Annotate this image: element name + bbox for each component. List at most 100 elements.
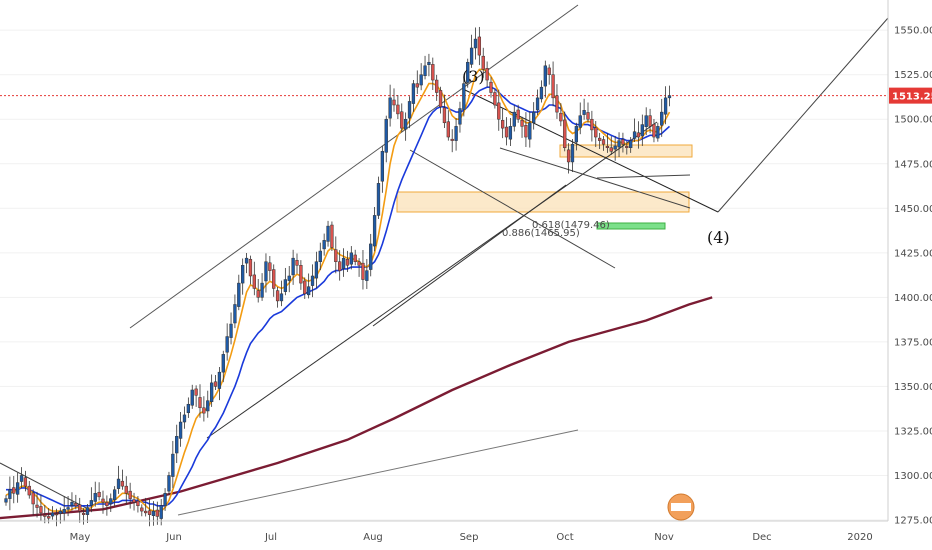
candle-body (66, 507, 70, 510)
candle-body (497, 102, 501, 120)
trendlines (0, 4, 889, 516)
candle-body (524, 125, 528, 138)
candle-body (264, 261, 268, 282)
x-tick-label: Dec (752, 532, 771, 543)
candle-body (93, 493, 97, 502)
candle-body (54, 513, 59, 516)
candle-body (144, 510, 148, 514)
y-tick-label: 1425.00 (894, 248, 932, 259)
candle-body (237, 282, 241, 307)
candle-body (221, 354, 225, 373)
trendline (596, 174, 691, 179)
ma-20 (5, 68, 671, 512)
trendline (717, 17, 889, 213)
candle-body (392, 99, 396, 106)
candle-body (78, 504, 82, 512)
candle-body (365, 270, 369, 281)
candle-body (12, 487, 16, 494)
candle-body (601, 139, 606, 145)
candle-body (35, 504, 39, 508)
candle-body (209, 382, 214, 402)
candle-body (578, 115, 582, 128)
candle-body (535, 97, 540, 111)
candle-body (268, 262, 272, 271)
candle-body (279, 293, 284, 302)
support-resistance-zones (396, 144, 693, 230)
candle-body (551, 74, 555, 99)
y-tick-label: 1325.00 (894, 426, 932, 437)
candle-body (233, 304, 237, 324)
candle-body (299, 265, 303, 284)
candle-body (539, 86, 544, 100)
wave-3-label: (3) (462, 67, 485, 86)
candle-body (532, 111, 536, 124)
candle-body (563, 119, 567, 148)
price-zone (559, 144, 693, 158)
x-tick-label: Jun (165, 532, 182, 543)
x-tick-label: 2020 (847, 532, 872, 543)
fib-886-label: 0.886(1465.95) (502, 228, 580, 239)
candle-body (400, 111, 404, 129)
candle-body (644, 115, 648, 127)
candle-body (473, 38, 478, 49)
candle-body (50, 512, 55, 517)
candle-body (500, 120, 505, 129)
candle-body (663, 97, 668, 115)
ma-200 (0, 296, 713, 520)
candle-body (62, 509, 66, 514)
candle-body (272, 269, 276, 289)
candle-body (194, 388, 198, 396)
candle-body (574, 126, 579, 143)
y-tick-label: 1550.00 (894, 26, 932, 37)
candle-body (384, 118, 388, 153)
candle-body (508, 126, 513, 140)
trendline (499, 147, 691, 209)
candle-body (260, 282, 264, 298)
candle-body (481, 55, 485, 70)
candle-body (330, 224, 334, 248)
candle-body (419, 74, 423, 86)
candle-body (140, 507, 144, 512)
candle-body (582, 110, 586, 115)
x-tick-label: Aug (363, 532, 383, 543)
candle-body (163, 493, 167, 507)
trendline (0, 462, 91, 511)
candle-body (326, 225, 330, 242)
candle-body (376, 183, 381, 216)
candle-body (345, 258, 350, 266)
candle-body (504, 126, 509, 138)
candle-body (151, 510, 156, 516)
candle-body (58, 510, 62, 514)
candle-body (256, 290, 260, 298)
candle-body (555, 95, 559, 113)
candle-body (597, 137, 602, 141)
candle-body (586, 112, 590, 120)
ma-50 (6, 86, 671, 507)
candle-body (520, 120, 524, 127)
candle-body (613, 145, 617, 150)
flag-logo-stripe (671, 503, 691, 511)
candle-body (31, 492, 35, 505)
candle-body (206, 400, 210, 412)
trendline (372, 184, 567, 327)
candle-body (318, 250, 322, 262)
candle-body (322, 240, 326, 250)
candle-body (462, 83, 466, 110)
candle-body (202, 407, 206, 414)
y-tick-label: 1525.00 (894, 70, 932, 81)
candle-body (349, 252, 353, 265)
candle-body (380, 151, 385, 182)
x-tick-label: Nov (654, 532, 674, 543)
candle-body (411, 83, 416, 104)
candle-body (617, 140, 621, 148)
candle-body (566, 149, 571, 163)
candle-body (109, 498, 113, 504)
chart-grid (0, 29, 888, 521)
candle-body (39, 506, 43, 514)
candle-body (225, 336, 229, 353)
candle-body (438, 90, 443, 108)
candle-body (396, 104, 400, 115)
candle-body (303, 280, 307, 295)
